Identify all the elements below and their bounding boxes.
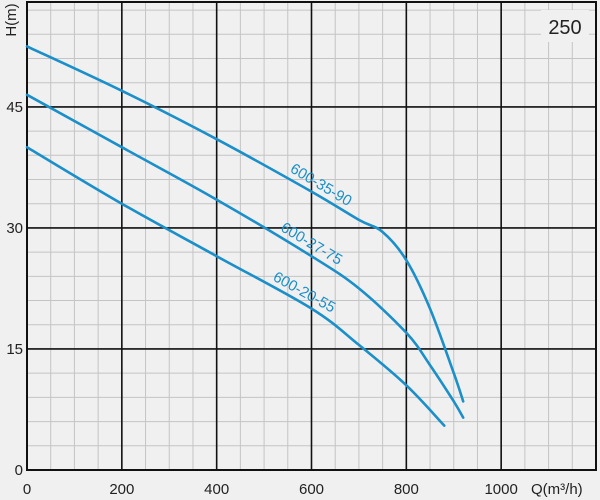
- x-axis-label: Q(m³/h): [531, 481, 583, 498]
- series-line-600-27-75: [25, 93, 465, 419]
- x-tick-label: 600: [299, 481, 324, 498]
- y-tick-label: 15: [6, 341, 23, 358]
- y-tick-label: 45: [6, 99, 23, 116]
- y-axis-ticks: 0 15 30 45: [6, 99, 23, 479]
- y-tick-label: 30: [6, 220, 23, 237]
- plot-frame: [26, 1, 597, 471]
- badge-box: [541, 10, 589, 42]
- y-tick-label: 0: [15, 462, 23, 479]
- x-tick-label: 800: [394, 481, 419, 498]
- x-axis-ticks: 0 200 400 600 800 1000: [23, 481, 518, 498]
- series-line-600-35-90: [25, 45, 465, 403]
- y-axis-label: H(m): [3, 3, 20, 36]
- x-tick-label: 0: [23, 481, 31, 498]
- x-tick-label: 1000: [484, 481, 517, 498]
- x-tick-label: 200: [109, 481, 134, 498]
- major-grid: [27, 2, 596, 470]
- badge-label: 250: [548, 17, 581, 39]
- x-tick-label: 400: [204, 481, 229, 498]
- series-line-600-20-55: [25, 145, 446, 427]
